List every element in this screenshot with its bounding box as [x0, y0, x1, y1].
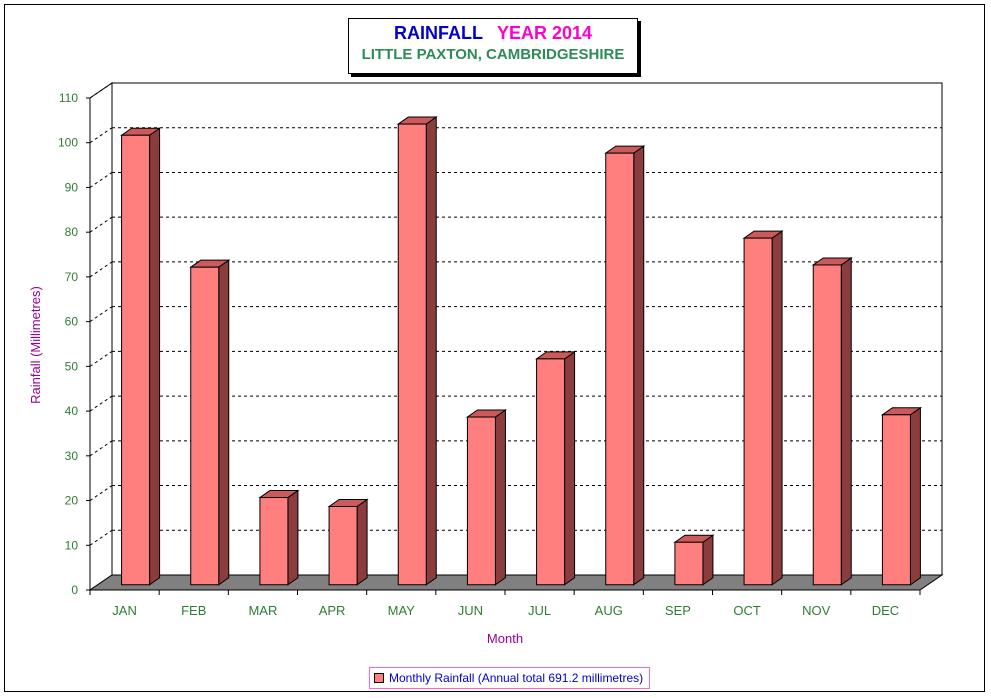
gridline-diagonal [89, 82, 113, 99]
bar-side [909, 406, 921, 586]
bar-side [494, 409, 506, 586]
legend-swatch [374, 673, 384, 683]
x-tick-label: JUL [528, 603, 551, 618]
gridline-diagonal [89, 440, 113, 457]
bar-front [674, 541, 704, 586]
bar-side [840, 256, 852, 586]
x-tick-label: OCT [733, 603, 761, 618]
x-axis-ticks: JAN FEB MAR APR MAY JUN JUL AUG SEP OCT NOV DEC [89, 589, 921, 618]
x-tick-label: AUG [595, 603, 623, 618]
x-tick-label: DEC [872, 603, 899, 618]
y-tick-label: 80 [65, 225, 79, 239]
bar-dec [880, 406, 923, 586]
y-tick-label: 100 [58, 136, 78, 150]
x-tick-label: JAN [112, 603, 137, 618]
y-tick-label: 10 [65, 538, 79, 552]
gridline-diagonal [89, 216, 113, 233]
y-tick-label: 40 [65, 404, 79, 418]
bar-mar [258, 489, 300, 586]
gridline-diagonal [89, 485, 113, 501]
y-tick-label: 90 [65, 180, 79, 194]
x-tick-label: MAR [248, 603, 277, 618]
bar-front [328, 505, 358, 586]
bar-front [466, 416, 496, 586]
chart-subtitle: LITTLE PAXTON, CAMBRIDGESHIRE [361, 46, 625, 63]
legend-label: Monthly Rainfall (Annual total 691.2 mil… [389, 671, 644, 685]
bar-front [536, 358, 566, 586]
y-tick-label: 20 [65, 494, 79, 508]
bar-jan [119, 127, 162, 586]
y-tick-label: 30 [65, 449, 79, 463]
x-tick-label: MAY [388, 603, 416, 618]
bar-front [812, 264, 842, 586]
gridline-diagonal [89, 529, 113, 546]
bar-front [121, 134, 151, 586]
bar-side [287, 489, 299, 586]
bar-feb [189, 259, 231, 586]
y-axis-title: Rainfall (Millimetres) [28, 286, 43, 404]
left-wall [89, 82, 113, 591]
bar-side [218, 259, 230, 586]
bar-side [425, 116, 437, 586]
y-tick-label: 0 [71, 583, 78, 597]
bar-nov [811, 256, 853, 586]
bars-group [119, 116, 923, 586]
x-tick-label: APR [319, 603, 346, 618]
x-tick-label: FEB [181, 603, 206, 618]
bar-aug [604, 145, 646, 586]
gridline-diagonal [89, 350, 113, 367]
gridline-diagonal [89, 261, 113, 278]
chart-title: RAINFALL [393, 23, 483, 43]
gridline-diagonal [89, 172, 113, 188]
bar-side [633, 145, 645, 586]
y-tick-label: 110 [59, 91, 78, 105]
gridline-diagonal [89, 306, 113, 323]
bar-front [259, 497, 289, 586]
bar-side [149, 127, 161, 586]
bar-front [881, 414, 911, 586]
chart-title-year: YEAR 2014 [496, 23, 593, 43]
bar-side [564, 350, 576, 586]
bar-front [190, 266, 220, 586]
y-axis-ticks: 0 10 20 30 40 50 60 70 80 90 100 110 [58, 91, 91, 597]
bar-may [396, 116, 438, 586]
gridline-diagonal [89, 127, 113, 144]
bar-apr [327, 498, 369, 586]
gridline-diagonal [89, 395, 113, 412]
chart-frame [4, 4, 985, 692]
bar-sep [673, 534, 715, 586]
bar-side [356, 498, 368, 586]
chart-title-box: RAINFALL YEAR 2014 LITTLE PAXTON, CAMBRID… [348, 18, 638, 74]
bar-front [397, 123, 427, 586]
bar-side [702, 534, 714, 586]
y-tick-label: 50 [65, 359, 79, 373]
bar-jun [465, 409, 508, 586]
bar-front [605, 152, 635, 586]
y-tick-label: 60 [65, 315, 79, 329]
legend: Monthly Rainfall (Annual total 691.2 mil… [369, 667, 651, 689]
x-tick-label: SEP [665, 603, 691, 618]
gridlines [89, 82, 942, 546]
bar-side [771, 230, 783, 586]
x-axis-title: Month [487, 631, 523, 646]
y-tick-label: 70 [65, 270, 79, 284]
bar-oct [742, 230, 784, 586]
bar-jul [534, 350, 577, 586]
x-tick-label: NOV [802, 603, 831, 618]
x-tick-label: JUN [458, 603, 483, 618]
bar-front [743, 237, 773, 586]
